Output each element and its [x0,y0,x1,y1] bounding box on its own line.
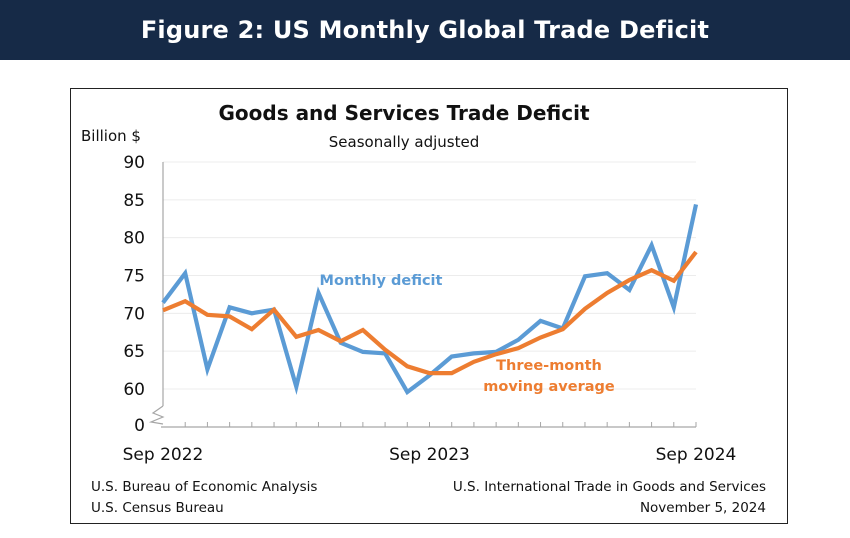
y-tick-label-60: 60 [123,380,145,400]
chart-title: Goods and Services Trade Deficit [218,101,589,125]
figure-title: Figure 2: US Monthly Global Trade Defici… [140,16,710,44]
x-tick-label-sep-2024: Sep 2024 [656,445,737,465]
y-tick-label-90: 90 [123,153,145,173]
y-tick-label-75: 75 [123,267,145,287]
y-axis-label: Billion $ [81,127,141,145]
chart-subtitle: Seasonally adjusted [329,133,479,151]
y-tick-label-65: 65 [123,342,145,362]
series-line-monthly-deficit [161,203,699,396]
x-tick-label-sep-2022: Sep 2022 [123,445,204,465]
y-tick-label-85: 85 [123,191,145,211]
axis-break-icon [148,405,165,425]
axes [148,162,697,428]
figure-title-banner: Figure 2: US Monthly Global Trade Defici… [0,0,850,60]
annotation-monthly-deficit: Monthly deficit [320,273,443,289]
series-lines [161,203,699,396]
source-right-1: U.S. International Trade in Goods and Se… [453,479,766,495]
annotation-moving-average-line1: Three-month [496,358,602,374]
x-tick-label-sep-2023: Sep 2023 [389,445,470,465]
x-tick-labels: Sep 2022 Sep 2023 Sep 2024 [123,445,737,465]
source-right-2: November 5, 2024 [640,500,766,516]
y-tick-label-0: 0 [134,416,145,436]
source-left-2: U.S. Census Bureau [91,500,224,516]
source-left-1: U.S. Bureau of Economic Analysis [91,479,317,495]
y-tick-label-70: 70 [123,304,145,324]
y-tick-labels: 0 60 65 70 75 80 85 90 [123,153,145,436]
annotation-moving-average-line2: moving average [483,379,615,395]
y-tick-label-80: 80 [123,229,145,249]
